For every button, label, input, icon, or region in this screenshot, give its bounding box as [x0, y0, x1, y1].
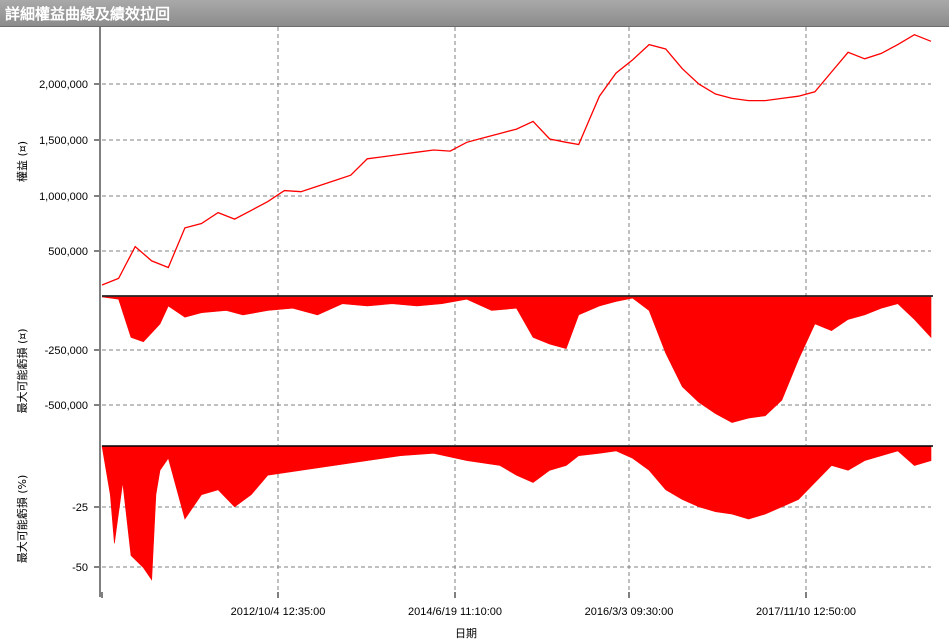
y-tick-label-0-3: 500,000 — [48, 246, 88, 258]
y-axis-label-2: 最大可能虧損 (%) — [15, 475, 29, 564]
x-axis-label: 日期 — [455, 627, 477, 640]
y-axis-label-1: 最大可能虧損 (¤) — [15, 328, 29, 413]
x-tick-label-1: 2014/6/19 11:10:00 — [408, 606, 502, 618]
y-tick-label-2-0: -25 — [72, 502, 88, 514]
window-title: 詳細權益曲線及績效拉回 — [5, 5, 171, 23]
y-tick-label-2-1: -50 — [72, 562, 88, 574]
y-tick-label-0-0: 2,000,000 — [39, 79, 88, 91]
y-axis-label-0: 權益 (¤) — [15, 141, 29, 182]
y-tick-label-1-1: -500,000 — [45, 400, 88, 412]
x-tick-label-3: 2017/11/10 12:50:00 — [756, 606, 856, 618]
title-bar: 詳細權益曲線及績效拉回 — [0, 0, 949, 27]
drawdown-percent-area — [101, 445, 932, 581]
equity-line — [101, 33, 932, 286]
y-tick-label-1-0: -250,000 — [45, 345, 88, 357]
x-tick-label-2: 2016/3/3 09:30:00 — [585, 606, 674, 618]
y-tick-label-0-2: 1,000,000 — [39, 191, 88, 203]
y-tick-label-0-1: 1,500,000 — [39, 135, 88, 147]
drawdown-amount-area — [101, 296, 932, 423]
x-tick-label-0: 2012/10/4 12:35:00 — [231, 606, 326, 618]
